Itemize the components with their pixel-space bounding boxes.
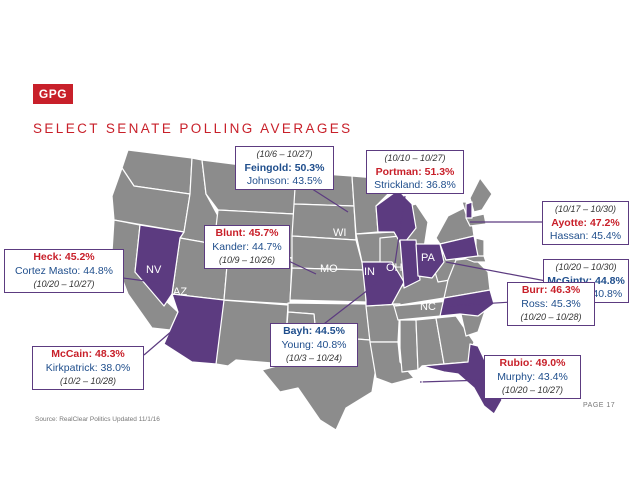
source-note: Source: RealClear Politics Updated 11/1/…: [35, 416, 160, 423]
state-la: [369, 341, 415, 385]
race-nh-leader: Ayotte: 47.2%: [551, 216, 620, 229]
race-in-other: Young: 40.8%: [281, 338, 347, 351]
race-box-oh: (10/10 – 10/27) Portman: 51.3% Stricklan…: [366, 150, 464, 194]
state-me: [469, 177, 493, 213]
gpg-logo: GPG: [33, 84, 73, 104]
label-az: AZ: [173, 286, 187, 298]
race-box-in: Bayh: 44.5% Young: 40.8% (10/3 – 10/24): [270, 323, 358, 367]
race-mo-leader: Blunt: 45.7%: [215, 227, 279, 239]
leader-oh: [394, 195, 406, 264]
race-nv-dates: (10/20 – 10/27): [33, 279, 95, 289]
race-in-dates: (10/3 – 10/24): [285, 353, 343, 363]
race-box-az: McCain: 48.3% Kirkpatrick: 38.0% (10/2 –…: [32, 346, 144, 390]
state-in: [399, 239, 421, 289]
race-az-leader: McCain: 48.3%: [51, 348, 125, 360]
leader-pa: [445, 261, 547, 282]
state-ms: [399, 319, 419, 373]
race-nc-dates: (10/20 – 10/28): [520, 312, 582, 322]
label-nc: NC: [420, 301, 436, 313]
leader-fl: [419, 379, 487, 383]
race-mo-other: Kander: 44.7%: [212, 240, 282, 253]
race-oh-leader: Portman: 51.3%: [375, 165, 455, 178]
page-number: PAGE 17: [583, 402, 616, 409]
race-nh-dates: (10/17 – 10/30): [554, 204, 617, 214]
race-wi-other: Johnson: 43.5%: [246, 175, 323, 187]
race-in-leader: Bayh: 44.5%: [283, 325, 345, 337]
race-nv-leader: Heck: 45.2%: [33, 251, 95, 263]
race-fl-other: Murphy: 43.4%: [497, 370, 568, 383]
state-az: [163, 293, 225, 365]
state-nh: [465, 201, 473, 219]
leader-az: [143, 323, 181, 356]
race-box-nc: Burr: 46.3% Ross: 45.3% (10/20 – 10/28): [507, 282, 595, 326]
leader-in: [319, 282, 378, 328]
race-oh-dates: (10/10 – 10/27): [384, 153, 446, 163]
race-box-fl: Rubio: 49.0% Murphy: 43.4% (10/20 – 10/2…: [484, 355, 581, 399]
race-mo-dates: (10/9 – 10/26): [218, 255, 276, 265]
label-oh: OH: [386, 262, 403, 274]
race-nc-other: Ross: 45.3%: [521, 297, 581, 310]
race-box-mo: Blunt: 45.7% Kander: 44.7% (10/9 – 10/26…: [204, 225, 290, 269]
state-pa: [439, 235, 479, 261]
label-mo: MO: [320, 263, 338, 275]
page-title: SELECT SENATE POLLING AVERAGES: [33, 121, 353, 136]
label-nv: NV: [146, 264, 162, 276]
leader-nv: [122, 277, 161, 284]
label-in: IN: [364, 266, 375, 278]
state-fl: [421, 343, 503, 415]
race-az-dates: (10/2 – 10/28): [59, 376, 117, 386]
race-fl-dates: (10/20 – 10/27): [501, 385, 564, 395]
race-pa-dates: (10/20 – 10/30): [555, 262, 617, 272]
race-nh-other: Hassan: 45.4%: [549, 230, 622, 242]
race-wi-dates: (10/6 – 10/27): [256, 149, 313, 159]
race-fl-leader: Rubio: 49.0%: [499, 357, 566, 369]
state-oh: [415, 243, 445, 279]
race-az-other: Kirkpatrick: 38.0%: [45, 361, 131, 374]
label-fl: FL: [414, 375, 427, 387]
label-pa: PA: [421, 252, 436, 264]
state-nc: [439, 289, 495, 317]
race-box-nh: (10/17 – 10/30) Ayotte: 47.2% Hassan: 45…: [542, 201, 629, 245]
state-mo: [361, 261, 405, 307]
race-nc-leader: Burr: 46.3%: [521, 284, 581, 296]
race-oh-other: Strickland: 36.8%: [374, 179, 456, 191]
race-wi-leader: Feingold: 50.3%: [244, 161, 325, 174]
race-box-wi: (10/6 – 10/27) Feingold: 50.3% Johnson: …: [235, 146, 334, 190]
race-nv-other: Cortez Masto: 44.8%: [14, 264, 114, 277]
race-box-nv: Heck: 45.2% Cortez Masto: 44.8% (10/20 –…: [4, 249, 124, 293]
leader-nc: [445, 301, 513, 307]
label-wi: WI: [333, 227, 346, 239]
